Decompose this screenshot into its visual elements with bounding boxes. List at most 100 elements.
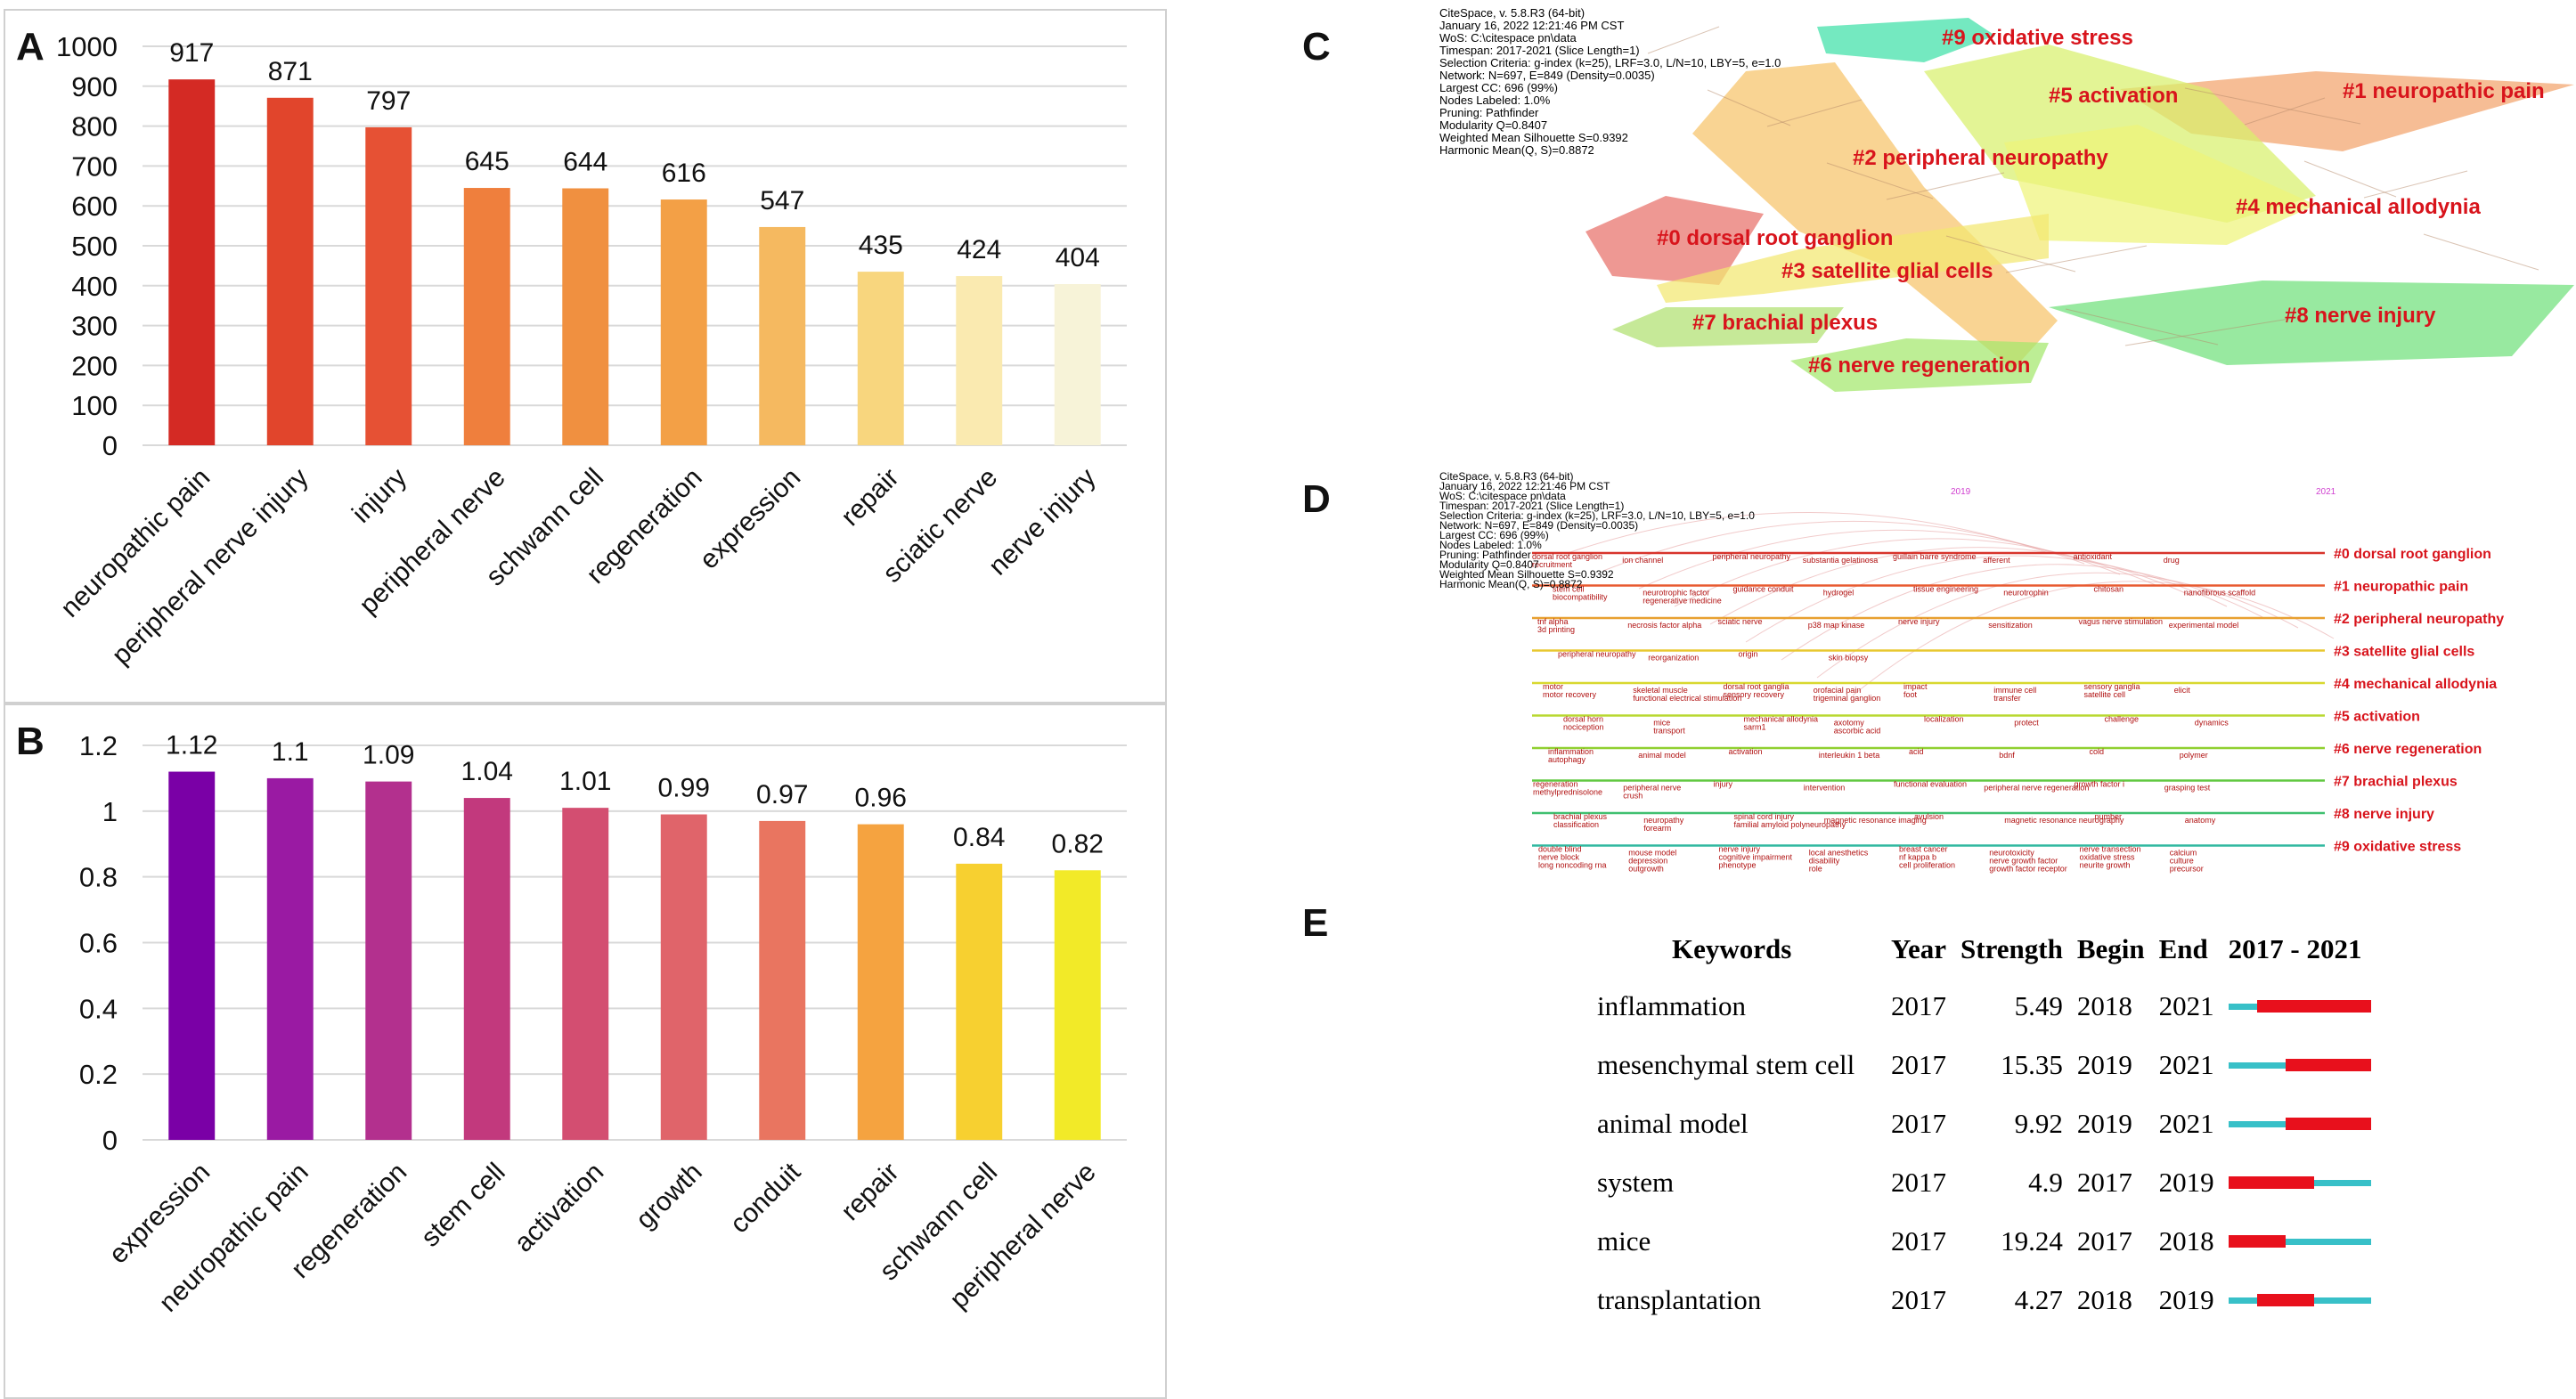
cluster-area: [2004, 125, 2316, 245]
y-tick-label: 800: [71, 111, 118, 142]
timeline-term: spinal cord injury: [1734, 812, 1795, 821]
timeline-term: neuropathy: [1643, 816, 1684, 825]
timeline-term: sensory ganglia: [2084, 682, 2140, 691]
data-label: 0.84: [953, 823, 1005, 852]
timeline-term: challenge: [2105, 715, 2140, 724]
cell-begin: 2018: [2076, 990, 2132, 1021]
timeline-term: ascorbic acid: [1834, 727, 1881, 736]
timeline-term: nerve injury: [1898, 617, 1940, 626]
timeline-term: peripheral nerve regeneration: [1984, 784, 2089, 793]
cluster-area: [2049, 281, 2574, 365]
burst-segment: [2256, 1235, 2286, 1248]
normal-segment: [2313, 1179, 2343, 1186]
timeline-term: transport: [1653, 727, 1685, 736]
bar: [168, 771, 216, 1140]
data-label: 1.01: [559, 767, 611, 796]
cell-year: 2017: [1891, 1225, 1946, 1257]
timeline-term: local anesthetics: [1809, 849, 1869, 858]
cell-year: 2017: [1891, 990, 1946, 1021]
normal-segment: [2256, 1061, 2286, 1069]
y-tick-label: 0.4: [79, 993, 118, 1024]
timeline-term: neurotoxicity: [1989, 849, 2034, 858]
link-line: [1707, 89, 1791, 126]
y-tick-label: 200: [71, 350, 118, 381]
timeline-term: protect: [2014, 719, 2039, 728]
timeline-term: antioxidant: [2074, 552, 2113, 561]
bar: [1054, 870, 1101, 1140]
data-label: 644: [563, 147, 607, 176]
cluster-area: [1586, 196, 1764, 285]
timeline-term: cold: [2090, 747, 2105, 756]
cell-keyword: mesenchymal stem cell: [1597, 1049, 1855, 1080]
timeline-term: axotomy: [1834, 719, 1865, 728]
bar: [562, 188, 609, 445]
burst-segment: [2256, 1294, 2286, 1306]
timeline-term: motor: [1543, 682, 1563, 691]
timeline-term: tissue engineering: [1913, 585, 1978, 594]
timeline-term: origin: [1739, 650, 1758, 659]
timeline-cluster-label: #1 neuropathic pain: [2334, 580, 2468, 595]
data-label: 0.97: [756, 780, 808, 809]
link-line: [2184, 87, 2361, 125]
cell-strength: 5.49: [2014, 990, 2063, 1021]
panel-b-frame: [4, 704, 1167, 1399]
cluster-map-meta: CiteSpace, v. 5.8.R3 (64-bit) January 16…: [1439, 6, 1781, 157]
normal-segment: [2342, 1238, 2371, 1245]
timeline-term: regenerative medicine: [1643, 597, 1722, 606]
data-label: 404: [1056, 243, 1100, 272]
burst-table-body: inflammation 2017 5.49 2018 2021 mesenchymal …: [1590, 977, 2378, 1330]
timeline-term: bdnf: [1999, 751, 2015, 760]
cell-strength: 19.24: [2001, 1225, 2063, 1257]
data-label: 547: [760, 186, 804, 216]
timeline-term: cell proliferation: [1899, 861, 1955, 870]
cell-keyword: mice: [1597, 1225, 1651, 1257]
link-line: [1945, 235, 2076, 272]
timeline-cluster-label: #0 dorsal root ganglion: [2334, 547, 2491, 562]
timeline-term: sarm1: [1744, 723, 1766, 732]
timeline-term: crush: [1623, 792, 1643, 801]
cell-end: 2019: [2158, 1167, 2214, 1198]
cell-year: 2017: [1891, 1049, 1946, 1080]
panel-letter-a: A: [16, 25, 45, 69]
burst-segment: [2342, 1118, 2371, 1130]
keyword-centrality-chart: 00.20.40.60.811.2 1.12expression1.1neurop…: [79, 730, 1127, 1318]
normal-segment: [2285, 1238, 2314, 1245]
timeline-term: satellite cell: [2084, 690, 2126, 699]
timeline-term: classification: [1553, 820, 1599, 829]
burst-segment: [2313, 1118, 2343, 1130]
bar: [759, 820, 806, 1140]
data-label: 435: [859, 231, 903, 260]
timeline-term: breast cancer: [1899, 845, 1948, 854]
timeline-year-end: 2021: [2316, 487, 2336, 497]
timeline-term: experimental model: [2169, 621, 2239, 630]
link-line: [2363, 170, 2468, 199]
table-header-row: Keywords Year Strength Begin End 2017 - …: [1590, 922, 2378, 977]
timeline-term: acid: [1909, 747, 1924, 756]
timeline-term: nociception: [1563, 723, 1604, 732]
bar: [562, 808, 609, 1140]
normal-segment: [2313, 1238, 2343, 1245]
link-arc: [1852, 581, 2335, 696]
link-line: [2423, 233, 2539, 271]
timeline-cluster-label: #8 nerve injury: [2334, 807, 2434, 822]
cluster-area: [1692, 62, 2058, 370]
link-arc: [1745, 555, 2228, 643]
burst-bar: [2228, 1059, 2371, 1071]
timeline-term: sensory recovery: [1724, 690, 1785, 699]
cluster-label: #5 activation: [2049, 84, 2178, 108]
cell-year: 2017: [1891, 1167, 1946, 1198]
header-range: 2017 - 2021: [2228, 933, 2362, 964]
timeline-term: activation: [1729, 747, 1763, 756]
bar: [1054, 284, 1101, 445]
link-arc: [1567, 512, 2050, 554]
bar: [759, 226, 806, 445]
cluster-label: #7 brachial plexus: [1692, 311, 1878, 335]
normal-segment: [2342, 1297, 2371, 1304]
cell-begin: 2017: [2076, 1225, 2132, 1257]
data-label: 424: [957, 235, 1001, 264]
bar: [463, 798, 510, 1140]
timeline-term: functional electrical stimulation: [1633, 694, 1741, 703]
y-tick-label: 1: [102, 796, 118, 827]
cell-end: 2018: [2158, 1225, 2214, 1257]
